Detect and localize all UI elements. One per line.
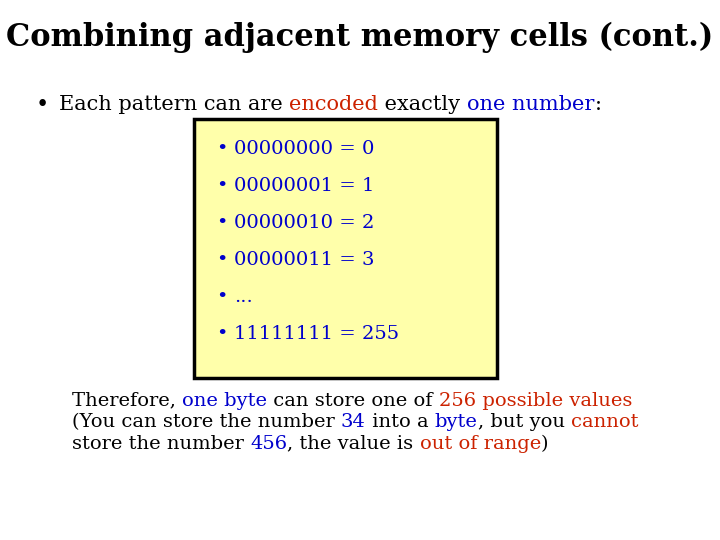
Text: Each pattern can are: Each pattern can are [59, 94, 289, 113]
Text: •: • [216, 251, 228, 269]
Text: :: : [595, 94, 601, 113]
Text: •: • [36, 94, 49, 117]
Text: into a: into a [366, 413, 435, 431]
Text: Therefore,: Therefore, [72, 392, 182, 409]
Text: byte: byte [435, 413, 477, 431]
Text: •: • [216, 177, 228, 195]
Text: store the number: store the number [72, 435, 250, 453]
Text: , the value is: , the value is [287, 435, 420, 453]
Text: •: • [216, 140, 228, 158]
Text: •: • [216, 325, 228, 343]
Text: 456: 456 [250, 435, 287, 453]
Text: •: • [216, 288, 228, 306]
Text: 00000010 = 2: 00000010 = 2 [234, 214, 374, 232]
Text: one number: one number [467, 94, 595, 113]
Text: 34: 34 [341, 413, 366, 431]
Text: one byte: one byte [182, 392, 267, 409]
Text: (You can store the number: (You can store the number [72, 413, 341, 431]
Text: Combining adjacent memory cells (cont.): Combining adjacent memory cells (cont.) [6, 22, 714, 53]
Text: can store one of: can store one of [267, 392, 439, 409]
Text: •: • [216, 214, 228, 232]
Text: 00000011 = 3: 00000011 = 3 [234, 251, 374, 269]
Text: 256 possible values: 256 possible values [439, 392, 632, 409]
Text: ): ) [541, 435, 549, 453]
Text: exactly: exactly [378, 94, 467, 113]
Text: 11111111 = 255: 11111111 = 255 [234, 325, 399, 343]
Text: encoded: encoded [289, 94, 378, 113]
Text: , but you: , but you [477, 413, 571, 431]
Text: ...: ... [234, 288, 253, 306]
Text: 00000000 = 0: 00000000 = 0 [234, 140, 374, 158]
Text: cannot: cannot [571, 413, 639, 431]
Text: 00000001 = 1: 00000001 = 1 [234, 177, 374, 195]
Text: out of range: out of range [420, 435, 541, 453]
